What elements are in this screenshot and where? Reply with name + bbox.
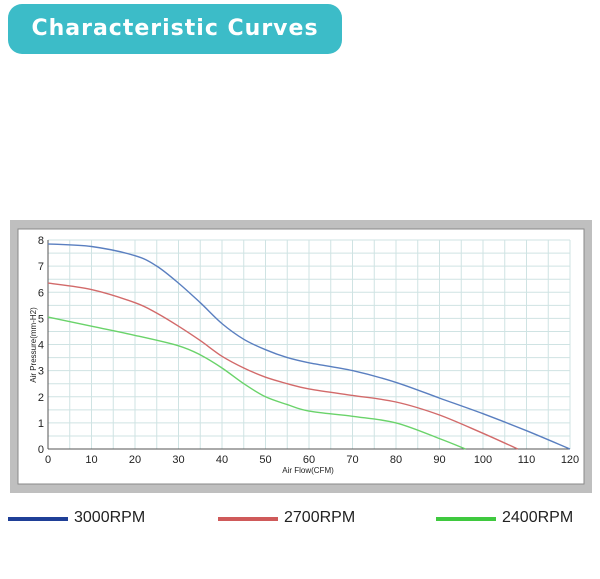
x-tick-label: 90 (433, 454, 445, 466)
x-tick-label: 0 (45, 454, 51, 466)
x-tick-label: 60 (303, 454, 315, 466)
legend-label: 3000RPM (74, 509, 146, 526)
x-tick-label: 40 (216, 454, 228, 466)
x-axis-label: Air Flow(CFM) (282, 466, 334, 475)
y-tick-label: 7 (38, 261, 44, 273)
legend-swatch (436, 517, 496, 521)
x-tick-label: 10 (85, 454, 97, 466)
series-line-3000rpm (47, 243, 571, 450)
y-tick-label: 8 (38, 235, 44, 247)
legend: 3000RPM 2700RPM 2400RPM (0, 505, 600, 535)
axes: 0 10 20 30 40 50 60 70 80 90 100 110 120 0 1 2 3 4 5 6 7 8 (38, 235, 579, 466)
legend-swatch (8, 517, 68, 521)
y-axis-label: Air Pressure(mm-H2) (29, 307, 38, 383)
x-tick-label: 20 (129, 454, 141, 466)
y-tick-label: 4 (38, 340, 44, 352)
x-tick-label: 70 (346, 454, 358, 466)
x-tick-label: 100 (474, 454, 492, 466)
y-tick-label: 1 (38, 418, 44, 430)
legend-swatch (218, 517, 278, 521)
legend-label: 2400RPM (502, 509, 574, 526)
x-tick-label: 110 (518, 454, 536, 466)
x-tick-label: 30 (172, 454, 184, 466)
y-tick-label: 5 (38, 313, 44, 325)
x-tick-label: 80 (390, 454, 402, 466)
series-lines (47, 243, 571, 450)
page-title: Characteristic Curves (8, 4, 342, 54)
y-tick-label: 2 (38, 392, 44, 404)
legend-label: 2700RPM (284, 509, 356, 526)
series-line-2700rpm (47, 282, 519, 450)
y-tick-label: 6 (38, 287, 44, 299)
x-tick-label: 120 (561, 454, 579, 466)
x-tick-label: 50 (259, 454, 271, 466)
series-line-2400rpm (47, 316, 466, 450)
y-tick-label: 0 (38, 444, 44, 456)
y-tick-label: 3 (38, 366, 44, 378)
plot-area (17, 228, 585, 485)
